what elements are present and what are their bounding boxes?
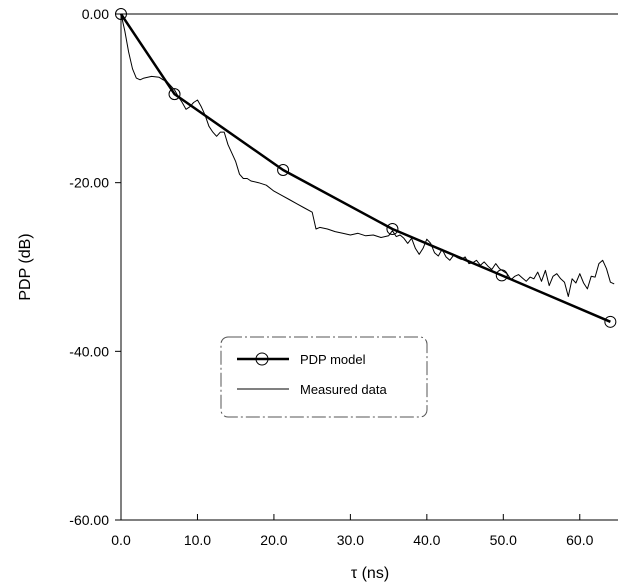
legend-label-measured-data: Measured data [300, 382, 387, 397]
series-line-measured-data [120, 13, 615, 297]
legend-marker-pdp-model [255, 352, 269, 366]
y-tick-label: -20.00 [69, 175, 109, 191]
x-tick-label: 0.0 [111, 532, 131, 548]
series-layer [115, 8, 617, 328]
x-tick-label: 60.0 [566, 532, 593, 548]
legend-box [220, 336, 428, 418]
y-axis-ticks: 0.00 -20.00 -40.00 -60.00 [69, 6, 121, 528]
series-line-pdp-model [119, 13, 611, 323]
data-point-pdp-model [115, 8, 127, 20]
x-tick-label: 10.0 [184, 532, 211, 548]
x-axis-ticks: 0.0 10.0 20.0 30.0 40.0 50.0 60.0 [111, 514, 594, 548]
y-tick-label: 0.00 [82, 6, 109, 22]
x-tick-label: 20.0 [260, 532, 287, 548]
data-point-pdp-model [386, 223, 399, 236]
y-axis-title: PDP (dB) [17, 233, 34, 300]
y-tick-label: -60.00 [69, 512, 109, 528]
x-tick-label: 30.0 [337, 532, 364, 548]
data-point-pdp-model [495, 269, 508, 282]
data-point-pdp-model [168, 88, 181, 101]
legend: PDP model Measured data [220, 336, 428, 418]
legend-label-pdp-model: PDP model [300, 352, 366, 367]
x-tick-label: 40.0 [413, 532, 440, 548]
plot-frame [120, 13, 618, 521]
y-tick-label: -40.00 [69, 343, 109, 359]
x-tick-label: 50.0 [490, 532, 517, 548]
data-point-pdp-model [604, 315, 617, 328]
x-axis-title: τ (ns) [351, 565, 389, 582]
data-point-pdp-model [277, 164, 290, 177]
